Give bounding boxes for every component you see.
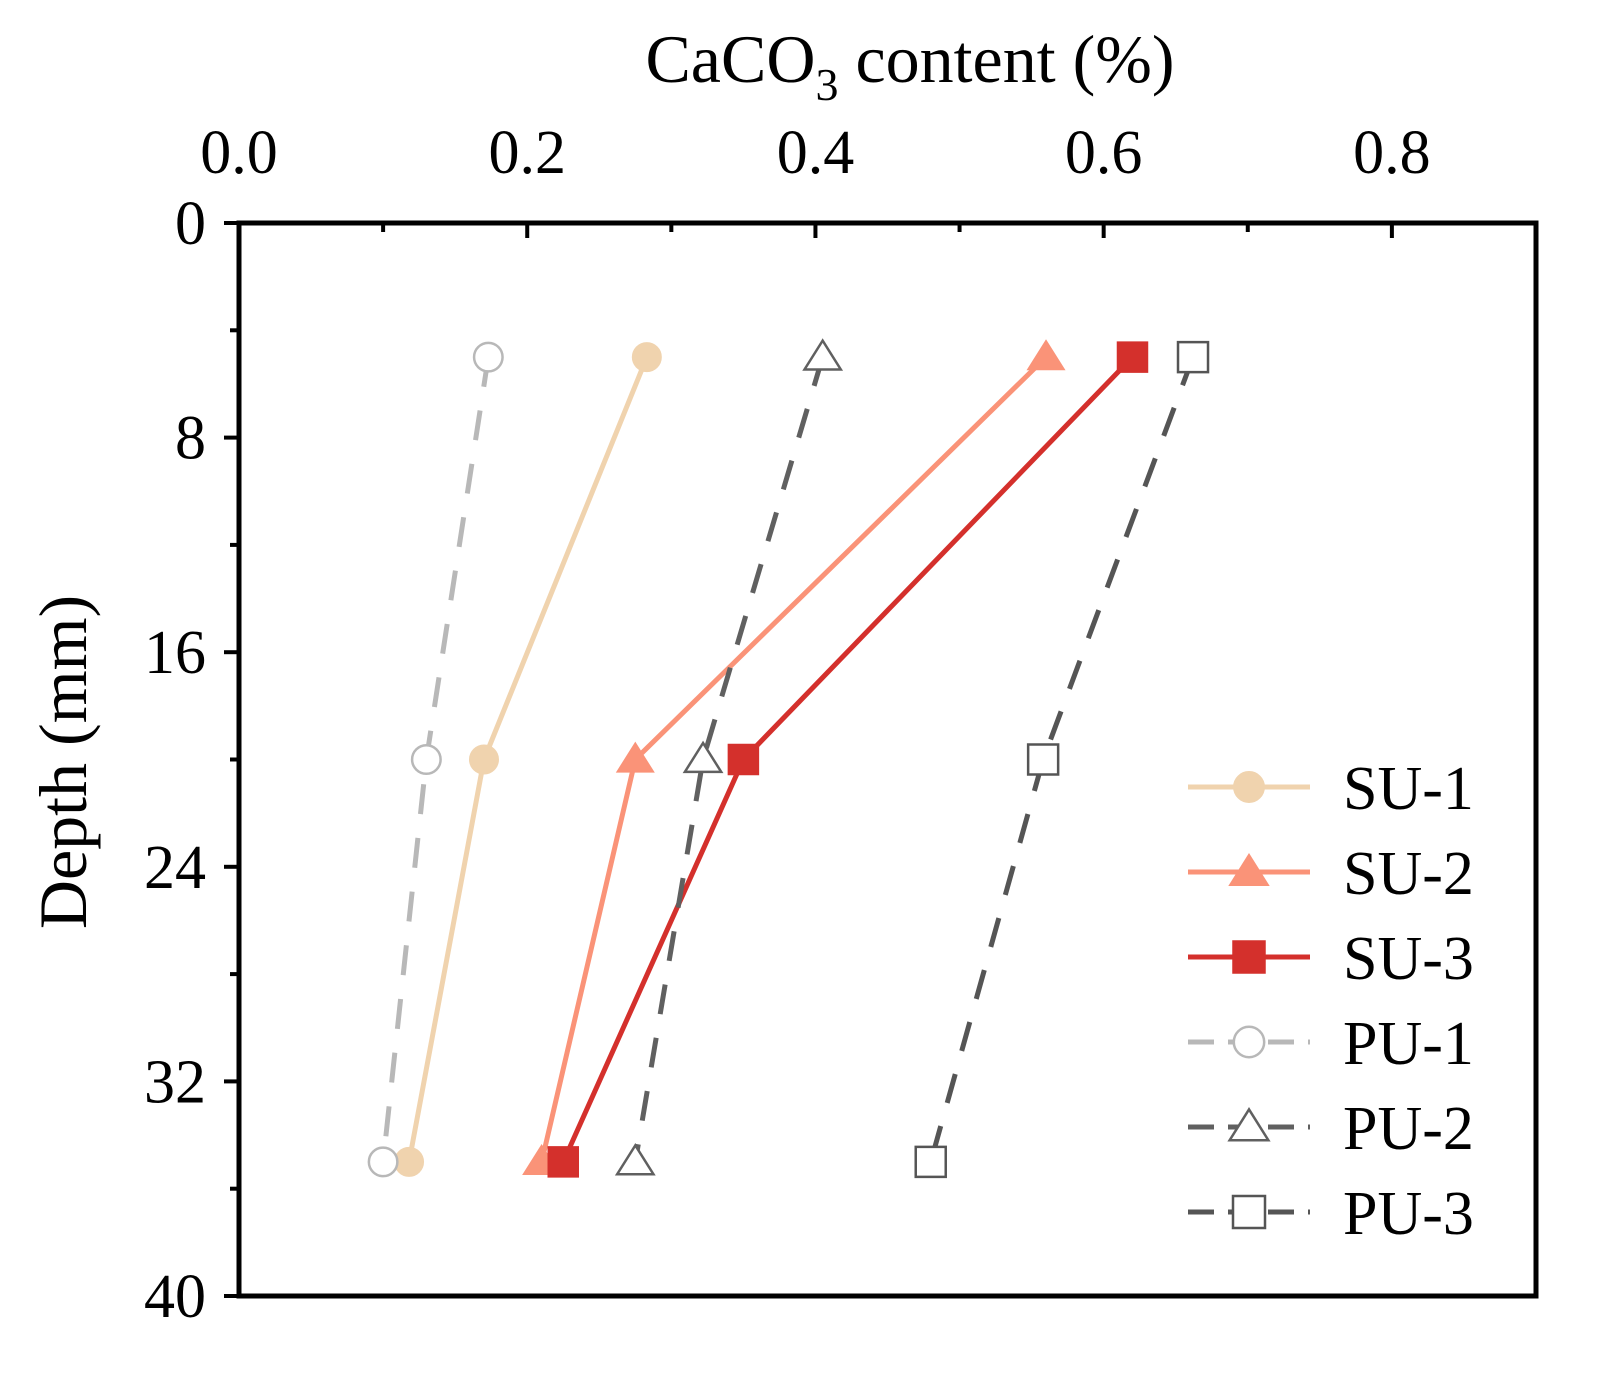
data-point-su-1 [394,1146,425,1177]
y-tick-label: 8 [175,405,206,473]
legend-label: SU-2 [1343,840,1474,908]
legend-label: SU-1 [1343,755,1474,823]
y-tick-label: 40 [144,1263,206,1331]
legend-item-su-1: SU-1 [1188,755,1474,823]
data-point-pu-3 [914,1145,947,1179]
legend-label: PU-1 [1343,1010,1474,1078]
series-line-pu-3 [928,356,1196,1163]
legend-marker [1231,1194,1267,1230]
legend-item-pu-2: PU-2 [1188,1095,1474,1163]
series-line-su-1 [406,356,650,1163]
legend-marker [1232,940,1266,974]
data-point-pu-3 [1026,743,1060,776]
legend: SU-1 SU-2 SU-3 PU-1 PU-2 PU-3 [1188,755,1474,1248]
y-tick-label: 0 [175,190,206,258]
plot-frame [236,220,1539,1299]
legend-item-su-2: SU-2 [1188,840,1474,908]
data-point-pu-1 [472,341,504,373]
y-tick-label: 24 [144,834,206,902]
y-tick-label: 32 [144,1048,206,1116]
legend-marker [1227,1107,1271,1142]
x-tick-label: 0.4 [777,119,855,187]
series-layer [367,338,1210,1179]
x-tick-label: 0.6 [1065,119,1143,187]
data-point-pu-1 [410,744,442,775]
legend-marker [1233,771,1265,803]
legend-marker [1228,852,1270,886]
data-point-su-2 [1026,339,1066,371]
legend-marker [1232,1025,1266,1059]
data-point-su-3 [1116,341,1149,373]
y-axis-title: Depth (mm) [25,595,101,929]
legend-item-su-3: SU-3 [1188,925,1474,993]
legend-label: PU-3 [1343,1180,1474,1248]
series-su-3 [547,341,1149,1178]
series-su-1 [394,342,662,1177]
x-tick-label: 0.2 [488,119,566,187]
series-pu-2 [614,338,844,1176]
data-point-pu-2 [682,740,724,774]
data-point-pu-3 [1176,340,1210,374]
legend-label: PU-2 [1343,1095,1474,1163]
axis-ticks: 0.0 0.2 0.4 0.6 0.8 0 8 16 24 32 40 [144,119,1431,1331]
x-tick-label: 0.0 [200,119,278,187]
data-point-pu-2 [614,1143,656,1176]
data-point-pu-2 [802,338,844,371]
x-tick-label: 0.8 [1353,119,1431,187]
data-point-su-3 [547,1146,579,1178]
series-pu-3 [914,340,1210,1179]
data-point-su-3 [727,743,760,776]
legend-item-pu-1: PU-1 [1188,1010,1474,1078]
data-point-su-1 [631,342,662,373]
series-su-2 [522,339,1066,1175]
y-tick-label: 16 [144,619,206,687]
series-pu-1 [367,341,504,1178]
legend-item-pu-3: PU-3 [1188,1180,1474,1248]
data-point-su-2 [615,741,655,773]
x-axis-title-subscript: 3 [815,59,838,110]
x-axis-title-main: CaCO [645,21,815,97]
x-axis-title-rest: content (%) [838,21,1174,97]
data-point-su-1 [468,744,499,775]
x-axis-title: CaCO3 content (%) [645,21,1174,110]
legend-label: SU-3 [1343,925,1474,993]
data-point-pu-1 [367,1146,399,1178]
